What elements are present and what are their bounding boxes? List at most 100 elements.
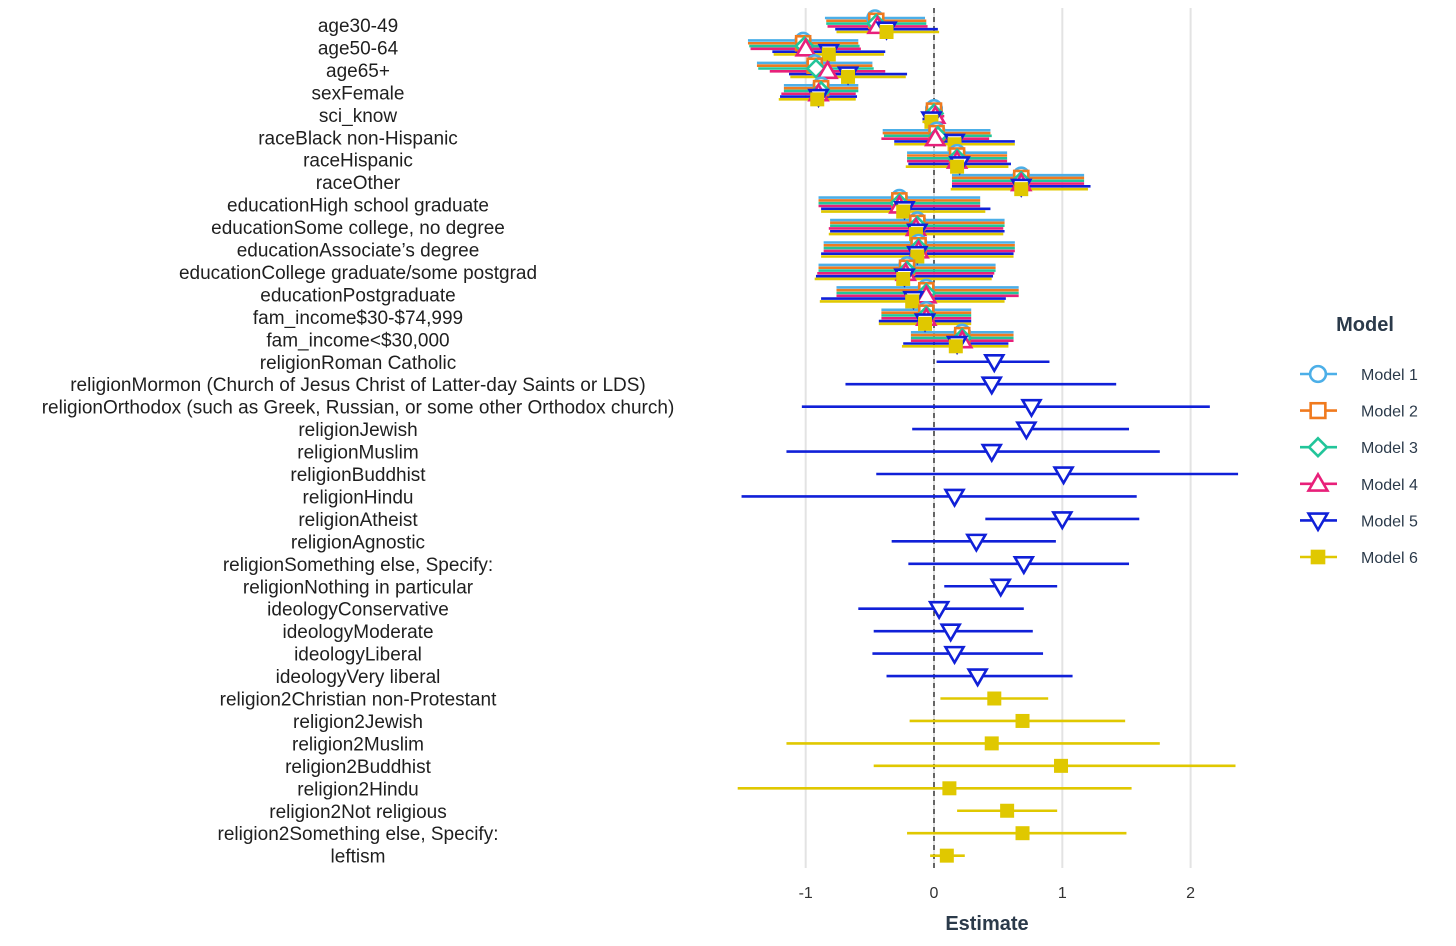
- legend-label: Model 2: [1361, 404, 1418, 421]
- legend-title: Model: [1336, 314, 1394, 336]
- diamond-marker: [1307, 436, 1329, 458]
- x-tick-labels: -1 0 1 2: [799, 885, 1196, 902]
- term-label: religionMormon (Church of Jesus Christ o…: [70, 375, 646, 396]
- triangle-up-marker: [924, 127, 947, 147]
- x-tick-label: 0: [930, 885, 939, 902]
- triangle-down-marker: [943, 645, 966, 666]
- filled-square-marker: [841, 69, 856, 84]
- filled-square-marker: [879, 25, 894, 39]
- x-tick-label: -1: [799, 885, 813, 902]
- x-axis-title: Estimate: [945, 913, 1028, 935]
- term-label: sci_know: [319, 106, 397, 127]
- term-label: religion2Jewish: [293, 712, 423, 733]
- triangle-up-marker: [1306, 471, 1330, 492]
- x-tick-label: 2: [1186, 885, 1195, 902]
- term-label: religion2Christian non-Protestant: [220, 690, 497, 711]
- term-label: religionMuslim: [297, 443, 418, 464]
- triangle-down-marker: [927, 600, 951, 621]
- term-label: religion2Something else, Specify:: [218, 824, 499, 845]
- term-label: age65+: [326, 61, 390, 82]
- term-label: raceOther: [316, 173, 401, 194]
- triangle-down-marker: [1051, 511, 1074, 531]
- filled-square-marker: [896, 271, 911, 286]
- filled-square-marker: [1015, 713, 1030, 728]
- term-label: religionHindu: [303, 487, 414, 508]
- legend: Model Model 1 Model 2 Model 3 Model 4 Model …: [1300, 314, 1418, 567]
- term-label: leftism: [331, 847, 386, 868]
- term-label: religionNothing in particular: [243, 577, 474, 598]
- term-label: ideologyLiberal: [294, 645, 422, 666]
- term-label: religionJewish: [298, 420, 417, 441]
- filled-square-marker: [1014, 182, 1029, 197]
- filled-square-marker: [948, 339, 963, 354]
- filled-square-marker: [984, 736, 999, 751]
- triangle-down-marker: [1015, 421, 1038, 441]
- term-label: sexFemale: [312, 83, 405, 104]
- triangle-down-marker: [1052, 466, 1075, 486]
- term-label: age30-49: [318, 16, 398, 37]
- filled-square-marker: [1015, 826, 1030, 841]
- triangle-down-marker: [1012, 556, 1036, 576]
- term-labels: age30-49age50-64age65+sexFemalesci_knowr…: [42, 16, 675, 868]
- legend-label: Model 6: [1361, 550, 1418, 567]
- filled-square-marker: [942, 781, 957, 796]
- term-label: educationHigh school graduate: [227, 196, 489, 217]
- legend-item: Model 3: [1300, 436, 1418, 458]
- point-estimates: [794, 9, 1075, 863]
- legend-label: Model 5: [1361, 513, 1418, 530]
- legend-label: Model 3: [1361, 440, 1418, 457]
- triangle-up-marker: [816, 59, 839, 80]
- triangle-down-marker: [939, 623, 962, 643]
- legend-label: Model 1: [1361, 367, 1418, 384]
- filled-square-marker: [896, 204, 911, 219]
- triangle-down-marker: [980, 443, 1003, 464]
- triangle-down-marker: [1306, 512, 1330, 533]
- term-label: fam_income$30-$74,999: [253, 308, 463, 329]
- triangle-up-marker: [794, 37, 817, 57]
- x-tick-label: 1: [1058, 885, 1067, 902]
- triangle-down-marker: [965, 533, 988, 553]
- legend-item: Model 6: [1300, 549, 1418, 567]
- legend-label: Model 4: [1361, 477, 1418, 494]
- filled-square-marker: [939, 848, 954, 863]
- filled-square-marker: [1000, 803, 1015, 818]
- filled-square-marker: [1310, 549, 1326, 565]
- term-label: religion2Not religious: [269, 802, 446, 823]
- term-label: ideologyModerate: [282, 622, 433, 643]
- term-label: raceHispanic: [303, 151, 413, 172]
- term-label: religionAgnostic: [291, 532, 425, 553]
- triangle-down-marker: [983, 353, 1006, 374]
- term-label: religionAtheist: [298, 510, 418, 531]
- triangle-down-marker: [943, 488, 966, 509]
- term-label: religion2Buddhist: [285, 757, 431, 778]
- term-label: fam_income<$30,000: [266, 330, 449, 351]
- legend-item: Model 4: [1300, 471, 1418, 494]
- term-label: religionSomething else, Specify:: [223, 555, 493, 576]
- term-label: religionRoman Catholic: [260, 353, 456, 374]
- filled-square-marker: [987, 691, 1002, 706]
- legend-item: Model 1: [1300, 364, 1418, 384]
- confidence-intervals: [737, 16, 1239, 857]
- gridlines: [804, 8, 1192, 868]
- term-label: ideologyVery liberal: [276, 667, 441, 688]
- term-label: ideologyConservative: [267, 600, 449, 621]
- triangle-down-marker: [966, 668, 989, 688]
- filled-square-marker: [918, 316, 933, 331]
- legend-item: Model 5: [1300, 512, 1418, 533]
- term-label: educationAssociate’s degree: [237, 241, 480, 262]
- triangle-down-marker: [1020, 398, 1043, 419]
- square-marker: [1309, 401, 1327, 420]
- term-label: religion2Muslim: [292, 734, 424, 755]
- triangle-down-marker: [989, 578, 1012, 598]
- filled-square-marker: [950, 159, 965, 174]
- circle-marker: [1308, 364, 1328, 384]
- term-label: educationPostgraduate: [260, 285, 455, 306]
- filled-square-marker: [810, 92, 825, 107]
- term-label: age50-64: [318, 38, 399, 59]
- term-label: religionBuddhist: [290, 465, 426, 486]
- term-label: religion2Hindu: [297, 779, 418, 800]
- term-label: raceBlack non-Hispanic: [258, 128, 458, 149]
- triangle-down-marker: [980, 376, 1003, 396]
- filled-square-marker: [905, 294, 920, 309]
